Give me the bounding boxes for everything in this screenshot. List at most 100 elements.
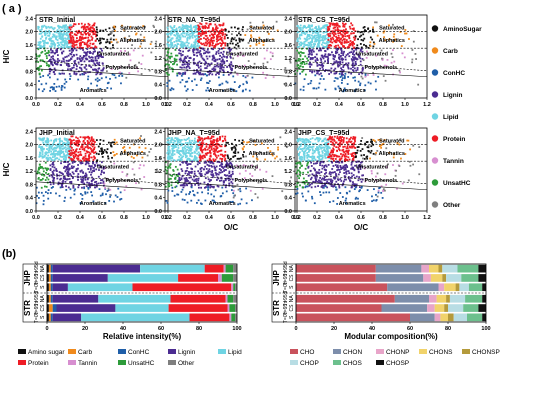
scatter-point — [372, 71, 374, 74]
scatter-point — [137, 70, 140, 73]
scatter-point — [66, 38, 69, 40]
scatter-point — [349, 138, 351, 141]
scatter-point — [212, 185, 215, 188]
scatter-point — [323, 164, 326, 167]
scatter-point — [298, 151, 301, 154]
scatter-point — [328, 172, 331, 175]
scatter-point — [195, 30, 198, 33]
scatter-point — [226, 51, 229, 54]
scatter-point — [87, 155, 90, 158]
scatter-point — [94, 181, 96, 184]
scatter-point — [204, 34, 207, 37]
scatter-point — [70, 53, 73, 56]
scatter-point — [220, 66, 223, 69]
scatter-point — [274, 157, 277, 160]
scatter-point — [86, 142, 89, 145]
scatter-point — [88, 55, 90, 58]
scatter-point — [176, 43, 179, 45]
scatter-point — [50, 158, 53, 161]
scatter-point — [343, 178, 346, 181]
scatter-point — [231, 146, 234, 149]
scatter-point — [245, 80, 248, 83]
scatter-point — [187, 151, 189, 154]
scatter-point — [64, 154, 67, 157]
scatter-point — [187, 170, 190, 173]
scatter-point — [55, 157, 58, 160]
scatter-point — [65, 144, 67, 146]
scatter-point — [166, 82, 169, 84]
scatter-point — [382, 31, 385, 34]
scatter-point — [174, 165, 177, 168]
scatter-point — [47, 25, 50, 28]
scatter-point — [308, 63, 311, 66]
scatter-point — [221, 82, 224, 85]
scatter-point — [304, 146, 306, 149]
scatter-point — [93, 183, 96, 186]
scatter-point — [306, 34, 309, 37]
scatter-point — [350, 32, 353, 35]
scatter-point — [40, 65, 42, 67]
scatter-point — [167, 43, 170, 46]
scatter-point — [352, 28, 355, 31]
line-polyphenols — [294, 68, 428, 78]
scatter-point — [197, 139, 199, 142]
scatter-point — [77, 186, 80, 189]
scatter-point — [191, 139, 193, 142]
scatter-point — [322, 78, 325, 80]
scatter-point — [178, 49, 180, 51]
scatter-point — [242, 26, 244, 28]
scatter-point — [99, 139, 102, 141]
scatter-point — [75, 154, 78, 156]
scatter-point — [198, 141, 201, 143]
scatter-point — [56, 29, 59, 32]
scatter-point — [166, 33, 169, 36]
scatter-point — [336, 135, 339, 138]
scatter-point — [186, 25, 189, 27]
scatter-point — [66, 44, 69, 47]
scatter-point — [54, 149, 57, 152]
scatter-point — [58, 171, 61, 173]
scatter-point — [184, 71, 187, 74]
scatter-point — [67, 68, 69, 71]
scatter-point — [339, 62, 342, 65]
scatter-point — [211, 68, 214, 71]
scatter-point — [207, 160, 210, 163]
scatter-point — [318, 49, 320, 52]
scatter-point — [63, 165, 66, 168]
scatter-point — [338, 137, 340, 140]
scatter-point — [71, 167, 73, 170]
scatter-point — [243, 177, 246, 180]
scatter-point — [189, 163, 192, 165]
scatter-point — [62, 58, 65, 61]
scatter-point — [186, 201, 189, 204]
scatter-point — [181, 146, 184, 149]
scatter-point — [392, 35, 395, 38]
scatter-point — [327, 36, 330, 39]
scatter-point — [72, 149, 75, 151]
scatter-point — [223, 174, 226, 176]
scatter-point — [327, 145, 329, 148]
scatter-point — [362, 33, 365, 36]
scatter-point — [324, 53, 327, 56]
scatter-point — [65, 24, 67, 27]
scatter-point — [56, 54, 59, 57]
vk-panel-4: JHP_InitialSaturatedAliphaticsUnsaturate… — [2, 127, 172, 221]
scatter-point — [112, 177, 115, 180]
scatter-point — [215, 145, 218, 148]
scatter-point — [63, 200, 66, 202]
scatter-point — [261, 187, 264, 190]
scatter-point — [166, 54, 168, 57]
scatter-point — [90, 35, 93, 38]
scatter-point — [207, 178, 210, 181]
scatter-point — [319, 154, 322, 157]
scatter-point — [204, 156, 206, 159]
scatter-point — [110, 68, 113, 71]
scatter-point — [319, 33, 322, 36]
scatter-point — [78, 29, 80, 32]
scatter-point — [207, 82, 210, 84]
scatter-point — [38, 166, 40, 169]
scatter-point — [189, 142, 192, 145]
scatter-point — [203, 31, 206, 34]
scatter-point — [189, 24, 192, 27]
scatter-point — [328, 159, 330, 162]
